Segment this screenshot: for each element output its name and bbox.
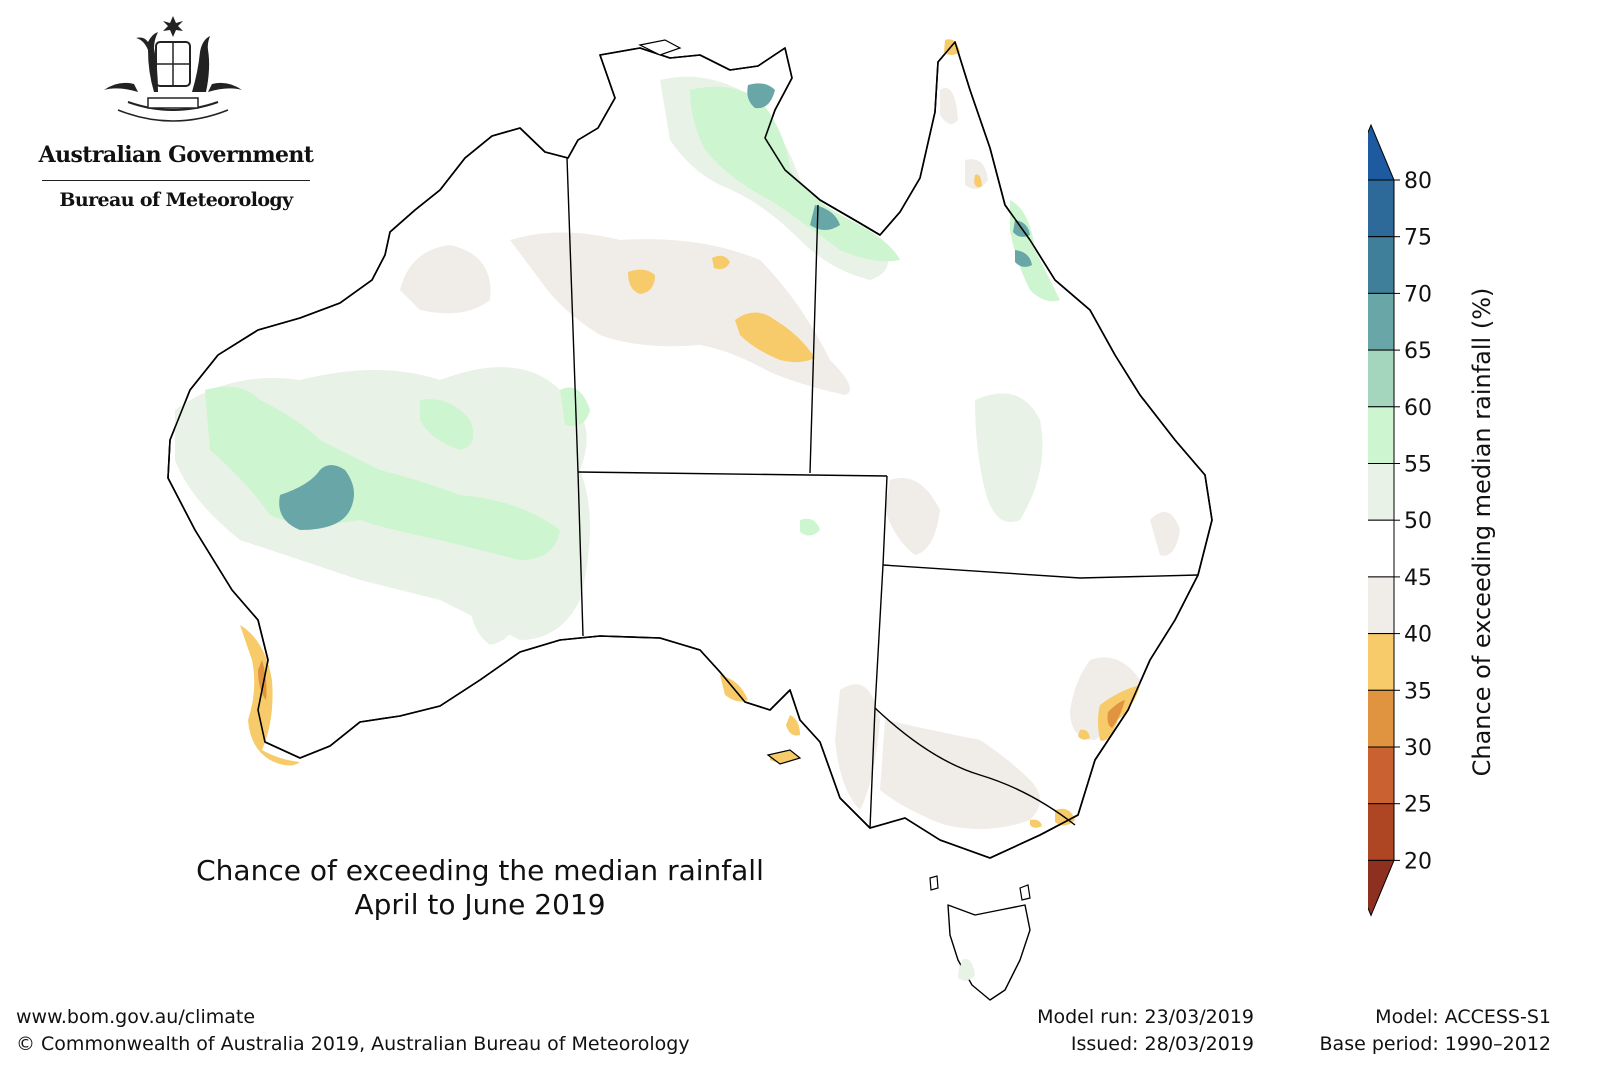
colorbar-bin-60-65	[1368, 349, 1395, 408]
region-wa-teal	[279, 465, 354, 530]
teal-regions	[279, 83, 1032, 530]
colorbar-extend-top	[1368, 123, 1395, 181]
colorbar-tick-label-35: 35	[1404, 679, 1432, 704]
colorbar-tick-label-30: 30	[1404, 736, 1432, 761]
dark-orange-regions	[258, 660, 1125, 728]
region-qld-orange	[974, 174, 982, 188]
region-nsw-grey	[1070, 657, 1140, 740]
kangaroo-island	[766, 749, 802, 765]
colorbar-tick-label-20: 20	[1404, 849, 1432, 874]
region-vic-orange-2	[1030, 819, 1042, 828]
colorbar-bin-70-75	[1368, 236, 1395, 294]
government-label: Australian Government	[38, 142, 314, 168]
colorbar-bin-50-55	[1368, 463, 1395, 521]
colorbar-bin-75-80	[1368, 179, 1395, 238]
colorbar-tick-label-75: 75	[1404, 226, 1432, 251]
footer-model-run: Model run: 23/03/2019	[1037, 1006, 1254, 1028]
region-sa-green-spot	[800, 518, 820, 536]
colorbar-tick-label-55: 55	[1404, 453, 1432, 478]
region-nt-central-green	[560, 387, 590, 426]
logo-divider	[42, 180, 310, 181]
region-sw-wa-orange	[240, 625, 300, 766]
map-title-line2: April to June 2019	[354, 888, 606, 921]
region-nt-orange-3	[735, 312, 815, 363]
region-wa-south-green	[470, 596, 520, 645]
region-nt-orange-2	[712, 255, 730, 270]
footer-issued: Issued: 28/03/2019	[1070, 1033, 1254, 1055]
coat-of-arms-icon	[104, 16, 242, 122]
colorbar-tick-label-70: 70	[1404, 282, 1432, 307]
colorbar-bin-20-25	[1368, 803, 1395, 861]
colorbar-bin-45-50	[1368, 519, 1395, 578]
rainfall-outlook-map	[167, 39, 1213, 1001]
region-sa-orange-2	[786, 715, 800, 736]
colorbar-bin-55-60	[1368, 406, 1395, 464]
colorbar-bin-30-35	[1368, 689, 1395, 748]
region-nsw-dark-orange	[1107, 700, 1125, 728]
region-arnhem-teal	[747, 83, 775, 109]
border-nt-sa	[577, 471, 888, 477]
region-qld-north-grey	[965, 159, 988, 189]
region-gulf-green	[690, 86, 900, 262]
melville-island	[638, 39, 682, 56]
region-qld-light-green	[975, 393, 1043, 522]
footer-middle: Model run: 23/03/2019 Issued: 28/03/2019	[1037, 1004, 1254, 1058]
border-qld-nsw	[882, 564, 1199, 579]
colorbar-tick-label-60: 60	[1404, 396, 1432, 421]
flinders-island	[1019, 884, 1031, 901]
region-qld-teal-2	[1015, 250, 1032, 267]
footer-right: Model: ACCESS-S1 Base period: 1990–2012	[1320, 1004, 1551, 1058]
colorbar-tick-label-45: 45	[1404, 566, 1432, 591]
colorbar-tick-label-40: 40	[1404, 623, 1432, 648]
footer-base-period: Base period: 1990–2012	[1319, 1033, 1551, 1055]
region-nsw-orange-2	[1078, 729, 1090, 740]
colorbar-bin-40-45	[1368, 576, 1395, 635]
region-qld-east-grey	[1150, 512, 1180, 556]
region-vic-grey	[880, 720, 1040, 829]
colorbar-label: Chance of exceeding median rainfall (%)	[1468, 287, 1496, 777]
colorbar-extend-bottom	[1368, 859, 1395, 917]
region-nt-grey	[510, 232, 850, 395]
footer-left: www.bom.gov.au/climate © Commonwealth of…	[16, 1004, 690, 1058]
colorbar-bin-65-70	[1368, 292, 1395, 351]
region-wa-central-green	[420, 399, 474, 450]
border-sa-qld-nsw	[869, 475, 888, 829]
australia-coastline	[167, 41, 1213, 859]
tasmania	[947, 904, 1031, 1001]
colorbar-tick-label-50: 50	[1404, 509, 1432, 534]
region-qld-grey	[885, 478, 940, 555]
tasmania-green	[958, 959, 975, 980]
colorbar-tick-label-80: 80	[1404, 169, 1432, 194]
border-nsw-vic	[874, 707, 1076, 826]
colorbar-tick-label-25: 25	[1404, 793, 1432, 818]
grey-regions	[400, 88, 1180, 829]
region-sa-grey	[835, 684, 880, 810]
colorbar-tick-label-65: 65	[1404, 339, 1432, 364]
colorbar: 80 75 70 65 60 55 50 45 40 35 30 25 20	[1368, 123, 1432, 917]
region-kimberley-grey	[400, 245, 491, 314]
footer-model: Model: ACCESS-S1	[1375, 1006, 1551, 1028]
footer-copyright: © Commonwealth of Australia 2019, Austra…	[16, 1033, 690, 1055]
colorbar-bin-35-40	[1368, 633, 1395, 691]
footer-url[interactable]: www.bom.gov.au/climate	[16, 1006, 256, 1028]
bureau-label: Bureau of Meteorology	[59, 189, 293, 211]
agency-logo: Australian Government Bureau of Meteorol…	[36, 14, 326, 211]
map-title-line1: Chance of exceeding the median rainfall	[196, 854, 764, 887]
region-nt-orange-1	[628, 269, 655, 294]
border-nt-qld	[809, 204, 819, 474]
colorbar-bin-25-30	[1368, 746, 1395, 805]
region-capeyork-grey	[940, 88, 958, 124]
map-title: Chance of exceeding the median rainfall …	[110, 854, 850, 922]
region-sw-wa-dark-orange	[258, 660, 267, 700]
state-borders	[566, 157, 1199, 829]
king-island	[929, 875, 939, 891]
